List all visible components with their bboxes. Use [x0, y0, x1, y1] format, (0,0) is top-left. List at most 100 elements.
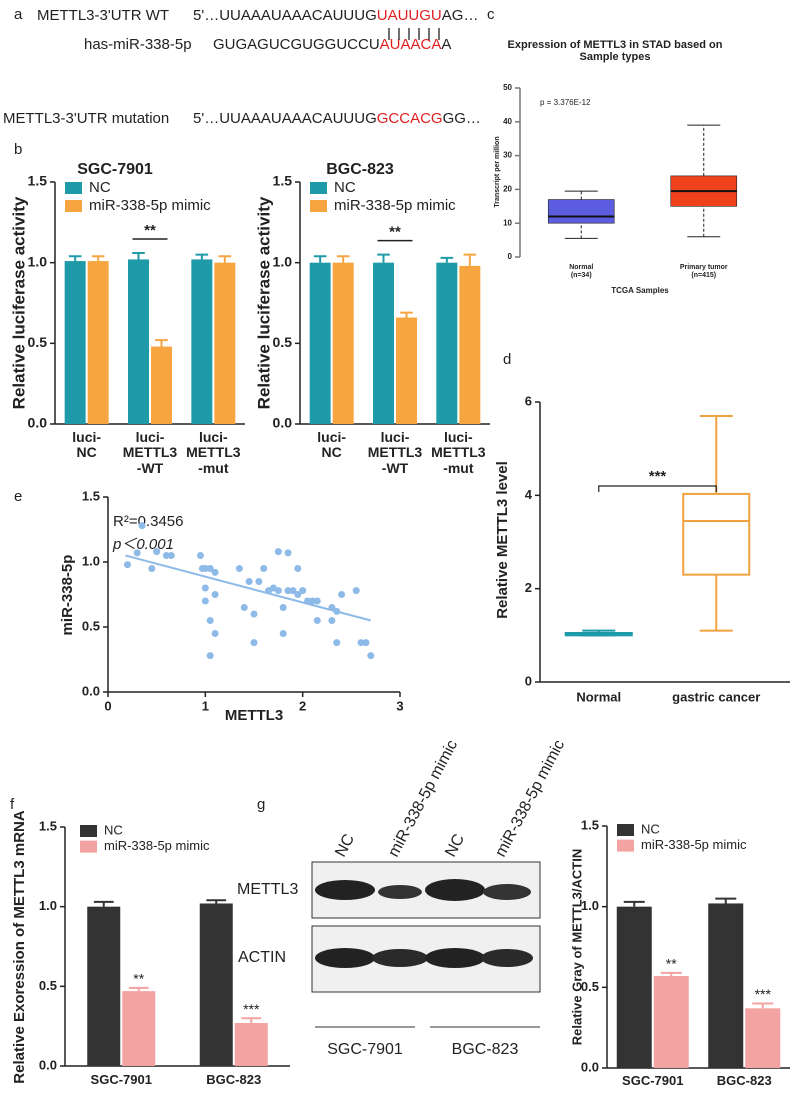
error-bar — [241, 1017, 262, 1023]
x-axis-label: TCGA Samples — [611, 286, 669, 295]
cell-line-label: BGC-823 — [452, 1041, 519, 1058]
legend-label: NC — [104, 822, 123, 837]
point — [260, 565, 268, 572]
point — [133, 549, 141, 557]
bar — [199, 903, 233, 1066]
point — [338, 591, 346, 598]
x-tick-label: Normal — [576, 689, 621, 704]
y-tick-label: 0 — [508, 252, 513, 261]
legend-swatch — [617, 824, 634, 836]
point — [274, 587, 282, 595]
point — [255, 578, 263, 585]
y-axis-label: miR-338-5p — [59, 555, 76, 636]
y-axis-label: Relative METTL3 level — [494, 461, 511, 619]
error-bar — [400, 311, 413, 318]
panel-label: a — [14, 6, 23, 23]
comparison-bracket — [598, 485, 717, 492]
point — [211, 568, 219, 576]
legend-swatch — [80, 840, 97, 853]
panel-labels: a b c d e f g — [10, 6, 511, 813]
significance-label: ** — [144, 222, 156, 239]
y-axis-label: Relative Exoression of METTL3 mRNA — [11, 810, 28, 1084]
y-tick-label: 1.0 — [28, 253, 48, 269]
point — [274, 548, 282, 556]
band — [315, 948, 375, 968]
point — [294, 565, 302, 572]
y-tick-label: 0.5 — [82, 618, 100, 633]
chart-title: Expression of METTL3 in STAD based on Sa… — [507, 39, 723, 64]
annotation: p＜0.001 — [112, 536, 174, 553]
y-tick-label: 1.5 — [581, 817, 599, 832]
point — [211, 630, 219, 637]
error-bar — [377, 253, 390, 263]
x-tick-label: luci- METTL3 -WT — [122, 429, 178, 476]
x-tick-label: 2 — [299, 698, 306, 713]
y-tick-label: 0.0 — [581, 1059, 599, 1074]
seed-site: GCCACG — [377, 110, 443, 127]
sequence-part: 5'…UUAAAUAAACAUUUG — [193, 110, 377, 127]
sequence: 5'…UUAAAUAAACAUUUGUAUUGUAG… — [193, 7, 478, 24]
point — [162, 552, 170, 559]
error-bar — [623, 900, 645, 907]
bar — [87, 906, 121, 1066]
x-tick-label: SGC-7901 — [622, 1073, 684, 1088]
x-tick-label: luci- METTL3 -WT — [367, 429, 423, 476]
band — [425, 879, 485, 901]
bar — [234, 1022, 268, 1066]
point — [201, 565, 209, 572]
point — [304, 597, 312, 605]
panel-label: c — [487, 6, 495, 23]
point — [148, 565, 156, 572]
y-tick-label: 1.5 — [82, 488, 100, 503]
point — [279, 604, 287, 611]
point — [196, 552, 204, 559]
bar — [373, 262, 394, 424]
bar — [616, 906, 652, 1068]
protein-label: METTL3 — [237, 881, 298, 898]
legend-swatch — [310, 200, 327, 212]
point — [201, 584, 209, 592]
box — [547, 199, 615, 224]
point — [250, 639, 258, 647]
seed-site: UAUUGU — [377, 7, 442, 24]
x-tick-label: Normal (n=34) — [569, 264, 594, 279]
y-tick-label: 10 — [503, 218, 512, 227]
point — [367, 652, 375, 660]
point — [153, 548, 161, 556]
panel-label: d — [503, 351, 511, 368]
bar — [151, 346, 172, 424]
point — [250, 610, 258, 618]
bar — [745, 1008, 781, 1068]
error-bar — [336, 255, 350, 263]
point — [362, 639, 370, 647]
point — [235, 565, 243, 572]
x-tick-label: luci- NC — [317, 429, 347, 461]
legend-swatch — [65, 182, 82, 194]
panel-label: b — [14, 141, 22, 158]
western-blot: NC miR-338-5p mimic NC miR-338-5p mimic … — [237, 737, 568, 1058]
panel-label: f — [10, 796, 15, 813]
box — [682, 492, 751, 576]
y-tick-label: 1.5 — [273, 173, 293, 189]
sequence-part: 5'…UUAAAUAAACAUUUG — [193, 7, 377, 24]
point — [138, 522, 146, 530]
point — [333, 607, 341, 615]
annotation: R²=0.3456 — [113, 513, 183, 530]
y-tick-label: 1.0 — [82, 553, 100, 568]
error-bar — [440, 256, 454, 263]
sequence-label: has-miR-338-5p — [84, 36, 192, 53]
error-bar — [313, 255, 327, 263]
point — [352, 587, 360, 595]
sequence-part: AG… — [442, 7, 479, 24]
lane-label: miR-338-5p mimic — [492, 737, 568, 860]
x-tick-label: gastric cancer — [672, 689, 760, 704]
point — [294, 591, 302, 598]
bar — [64, 261, 86, 424]
error-bar — [93, 900, 114, 907]
y-tick-label: 1.5 — [39, 818, 57, 833]
band — [481, 949, 533, 967]
bar — [122, 991, 156, 1066]
bar — [87, 261, 109, 424]
y-tick-label: 0.5 — [581, 979, 599, 994]
legend-label: NC — [89, 179, 111, 196]
